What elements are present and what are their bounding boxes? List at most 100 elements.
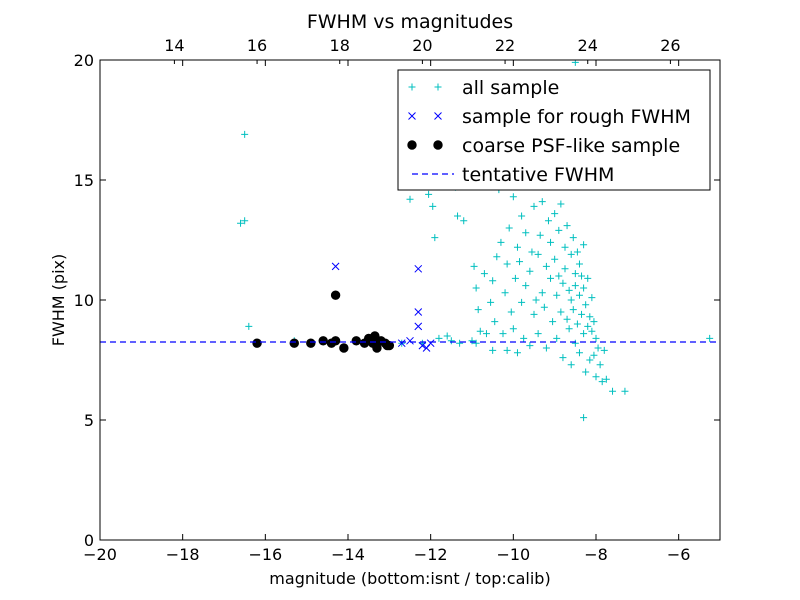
y-tick-label: 10: [74, 291, 94, 310]
all-sample-point: [580, 241, 588, 249]
all-sample-point: [468, 337, 476, 345]
all-sample-point: [559, 279, 567, 287]
top-tick-label: 14: [164, 36, 184, 55]
legend-swatch-plus: [408, 83, 416, 91]
all-sample-point: [474, 306, 482, 314]
all-sample-point: [592, 334, 600, 342]
all-sample-point: [241, 130, 249, 138]
all-sample-point: [513, 243, 521, 251]
all-sample-point: [509, 325, 517, 333]
all-sample-point: [580, 330, 588, 338]
all-sample-point: [499, 330, 507, 338]
all-sample-point: [489, 277, 497, 285]
all-sample-point: [575, 260, 583, 268]
top-tick-label: 16: [247, 36, 267, 55]
all-sample-point: [526, 267, 534, 275]
all-sample-point: [476, 327, 484, 335]
all-sample-point: [501, 289, 509, 297]
all-sample-point: [575, 291, 583, 299]
all-sample-point: [544, 217, 552, 225]
all-sample-point: [567, 296, 575, 304]
top-tick-label: 18: [330, 36, 350, 55]
rough-fwhm-point: [397, 339, 406, 348]
all-sample-point: [580, 284, 588, 292]
all-sample-point: [518, 298, 526, 306]
x-tick-label: −6: [667, 545, 691, 564]
psf-like-point: [339, 343, 349, 353]
all-sample-point: [602, 375, 610, 383]
all-sample-point: [551, 210, 559, 218]
all-sample-point: [526, 342, 534, 350]
all-sample-point: [522, 229, 530, 237]
all-sample-point: [542, 344, 550, 352]
all-sample-point: [592, 373, 600, 381]
y-axis-label: FWHM (pix): [49, 254, 68, 347]
all-sample-point: [470, 262, 478, 270]
all-sample-point: [565, 286, 573, 294]
all-sample-point: [609, 387, 617, 395]
all-sample-point: [516, 258, 524, 266]
psf-like-point: [330, 290, 341, 300]
x-tick-label: −16: [248, 545, 282, 564]
all-sample-point: [549, 318, 557, 326]
all-sample-point: [584, 322, 592, 330]
all-sample-point: [454, 212, 462, 220]
all-sample-point: [540, 303, 548, 311]
all-sample-point: [588, 327, 596, 335]
all-sample-point: [480, 270, 488, 278]
all-sample-point: [503, 260, 511, 268]
all-sample-point: [621, 387, 629, 395]
all-sample-point: [534, 250, 542, 258]
top-tick-label: 24: [578, 36, 598, 55]
all-sample-point: [507, 308, 515, 316]
all-sample-point: [571, 339, 579, 347]
psf-like-point: [372, 343, 382, 353]
all-sample-point: [513, 349, 521, 357]
all-sample-point: [573, 320, 581, 328]
rough-fwhm-point: [414, 322, 423, 331]
all-sample-point: [551, 255, 559, 263]
plot-frame: [99, 59, 721, 541]
all-sample-point: [575, 349, 583, 357]
all-sample-point: [511, 274, 519, 282]
all-sample-point: [594, 344, 602, 352]
all-sample-point: [538, 289, 546, 297]
all-sample-point: [536, 231, 544, 239]
all-sample-point: [563, 222, 571, 230]
x-tick-label: −10: [496, 545, 530, 564]
top-tick-label: 20: [412, 36, 432, 55]
y-tick-label: 15: [74, 171, 94, 190]
all-sample-point: [532, 296, 540, 304]
legend: all sample sample for rough FWHM coarse PS…: [397, 69, 711, 191]
all-sample-point: [569, 306, 577, 314]
psf-like-point: [384, 340, 395, 351]
all-sample-point: [561, 265, 569, 273]
all-sample-point: [596, 361, 604, 369]
y-tick-label: 20: [74, 51, 94, 70]
all-sample-point: [489, 346, 497, 354]
all-sample-point: [561, 243, 569, 251]
all-sample-point: [447, 337, 455, 345]
rough-fwhm-point: [331, 262, 340, 271]
psf-like-point: [370, 331, 380, 341]
all-sample-point: [580, 414, 588, 422]
all-sample-point: [555, 272, 563, 280]
x-tick-label: −20: [83, 545, 117, 564]
legend-label: sample for rough FWHM: [462, 106, 691, 128]
rough-fwhm-point: [426, 339, 435, 348]
all-sample-point: [503, 346, 511, 354]
axes: −20 −18 −16 −14 −12 −10 −8 −6 14 16 18 20 22 24 26 0 5 10…: [74, 36, 720, 564]
all-sample-point: [578, 310, 586, 318]
rough-fwhm-point: [418, 341, 427, 350]
all-sample-point: [482, 330, 490, 338]
all-sample-point: [435, 334, 443, 342]
all-sample-point: [493, 253, 501, 261]
all-sample-point: [534, 330, 542, 338]
all-sample-point: [520, 334, 528, 342]
all-sample-point: [582, 368, 590, 376]
all-sample-point: [586, 313, 594, 321]
all-sample-point: [578, 272, 586, 280]
top-tick-label: 22: [495, 36, 515, 55]
all-sample-point: [555, 226, 563, 234]
